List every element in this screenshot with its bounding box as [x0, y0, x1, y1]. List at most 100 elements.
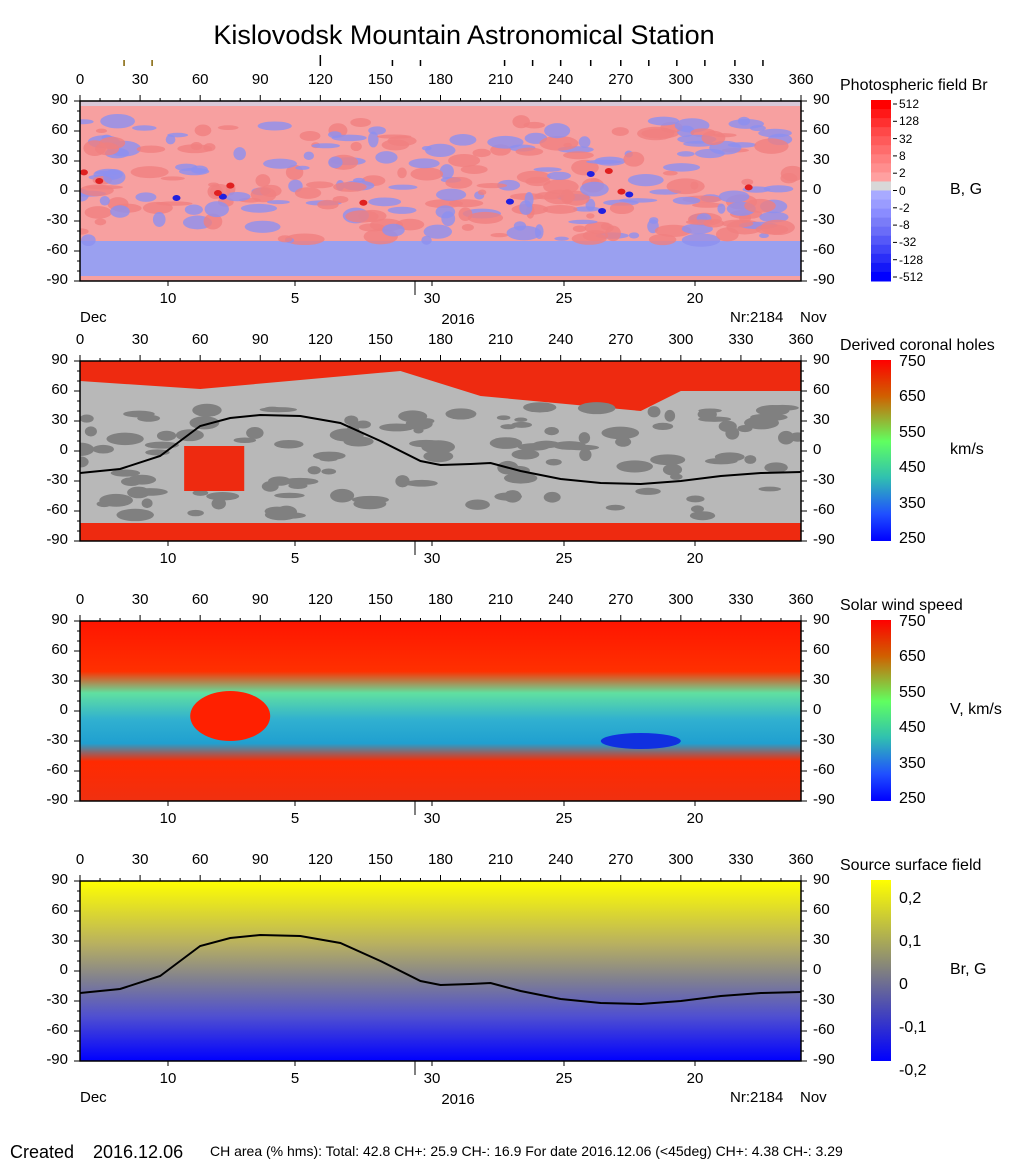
closed-field-patch: [192, 403, 222, 417]
field-patch: [299, 130, 321, 141]
lat-tick-label-right: 90: [813, 91, 830, 108]
closed-field-patch: [189, 416, 220, 430]
closed-field-patch: [233, 437, 257, 444]
active-region: [80, 169, 88, 176]
closed-field-patch: [268, 476, 291, 486]
lat-tick-label-left: 90: [51, 91, 68, 108]
field-patch: [763, 185, 794, 193]
lon-tick-label: 30: [131, 71, 149, 88]
lat-tick-label-right: -30: [813, 731, 835, 748]
closed-field-patch: [605, 504, 625, 511]
closed-field-patch: [503, 472, 538, 484]
lat-tick-label-right: 0: [813, 701, 822, 718]
colorbar-tick-label: 750: [899, 353, 926, 370]
colorbar-swatch: [871, 127, 891, 137]
closed-field-patch: [577, 402, 616, 415]
closed-field-patch: [511, 421, 532, 428]
closed-field-patch: [616, 460, 653, 473]
active-region: [359, 199, 368, 206]
field-patch: [130, 166, 169, 179]
lat-tick-label-right: 30: [813, 931, 830, 948]
closed-field-patch: [121, 477, 142, 486]
field-patch: [277, 235, 293, 243]
lon-tick-label: 270: [608, 591, 634, 608]
lat-tick-label-left: 0: [59, 441, 68, 458]
field-patch: [506, 225, 542, 241]
field-patch: [578, 136, 591, 148]
field-patch: [472, 148, 491, 158]
lat-tick-label-left: 0: [59, 181, 68, 198]
colorbar-swatch: [871, 154, 891, 164]
ch-area-stats: CH area (% hms): Total: 42.8 CH+: 25.9 C…: [210, 1143, 843, 1159]
field-patch: [533, 167, 562, 172]
field-patch: [605, 225, 621, 242]
field-patch: [681, 233, 721, 247]
closed-field-patch: [750, 413, 788, 421]
colorbar-tick-label: -2: [899, 200, 910, 215]
closed-field-patch: [409, 439, 444, 448]
field-patch: [721, 219, 754, 228]
colorbar-tick-label: 0,2: [899, 890, 922, 907]
field-patch: [586, 159, 622, 164]
field-patch: [368, 197, 402, 207]
active-region: [226, 182, 235, 189]
lon-tick-label: 330: [728, 71, 754, 88]
field-patch: [448, 153, 481, 168]
field-patch: [410, 167, 444, 181]
colorbar-swatch: [871, 271, 891, 282]
closed-field-patch: [744, 455, 757, 464]
lon-tick-label: 120: [307, 591, 333, 608]
closed-field-patch: [398, 410, 428, 423]
closed-field-patch: [544, 426, 559, 436]
field-patch: [572, 225, 587, 233]
colorbar-tick-label: -128: [899, 252, 924, 267]
field-patch: [467, 211, 504, 224]
lon-tick-label: 270: [608, 851, 634, 868]
closed-field-patch: [330, 488, 355, 503]
closed-field-patch: [758, 486, 782, 492]
date-tick-label: 25: [555, 290, 573, 307]
colorbar-tick-label: 0,1: [899, 933, 922, 950]
lat-tick-label-right: 60: [813, 121, 830, 138]
colorbar: [871, 880, 891, 1061]
closed-field-patch: [116, 508, 154, 522]
date-tick-label: 20: [686, 290, 704, 307]
lon-tick-label: 120: [307, 71, 333, 88]
colorbar-title: Photospheric field Br: [840, 77, 988, 94]
lon-tick-label: 30: [131, 331, 149, 348]
lon-tick-label: 90: [251, 71, 269, 88]
field-patch: [376, 134, 412, 139]
closed-field-patch: [192, 489, 209, 496]
closed-field-patch: [127, 486, 150, 499]
field-patch: [497, 179, 521, 191]
colorbar-tick-label: 250: [899, 530, 926, 547]
date-tick-label: 30: [423, 550, 441, 567]
closed-field-patch: [635, 487, 661, 495]
closed-field-patch: [80, 414, 94, 423]
field-patch: [487, 135, 524, 149]
field-patch: [755, 224, 789, 235]
closed-field-patch: [689, 511, 716, 521]
colorbar-tick-label: 450: [899, 459, 926, 477]
lat-tick-label-left: 30: [51, 671, 68, 688]
closed-field-patch: [718, 420, 737, 432]
field-patch: [611, 127, 629, 136]
lon-tick-label: 360: [788, 851, 814, 868]
lon-tick-label: 150: [367, 71, 393, 88]
closed-field-patch: [106, 432, 144, 446]
colorbar-tick-label: 128: [899, 114, 920, 129]
colorbar: [871, 620, 891, 801]
field-patch: [523, 121, 545, 129]
closed-field-patch: [523, 402, 557, 413]
colorbar-tick-label: 250: [899, 790, 926, 807]
field-patch: [294, 187, 322, 199]
lon-tick-label: 330: [728, 331, 754, 348]
closed-field-patch: [652, 422, 674, 431]
lat-tick-label-right: -30: [813, 471, 835, 488]
lon-tick-label: 180: [427, 591, 454, 608]
closed-field-patch: [601, 426, 640, 440]
lat-tick-label-right: -60: [813, 1021, 835, 1038]
lat-tick-label-right: -30: [813, 211, 835, 228]
closed-field-patch: [246, 427, 264, 439]
